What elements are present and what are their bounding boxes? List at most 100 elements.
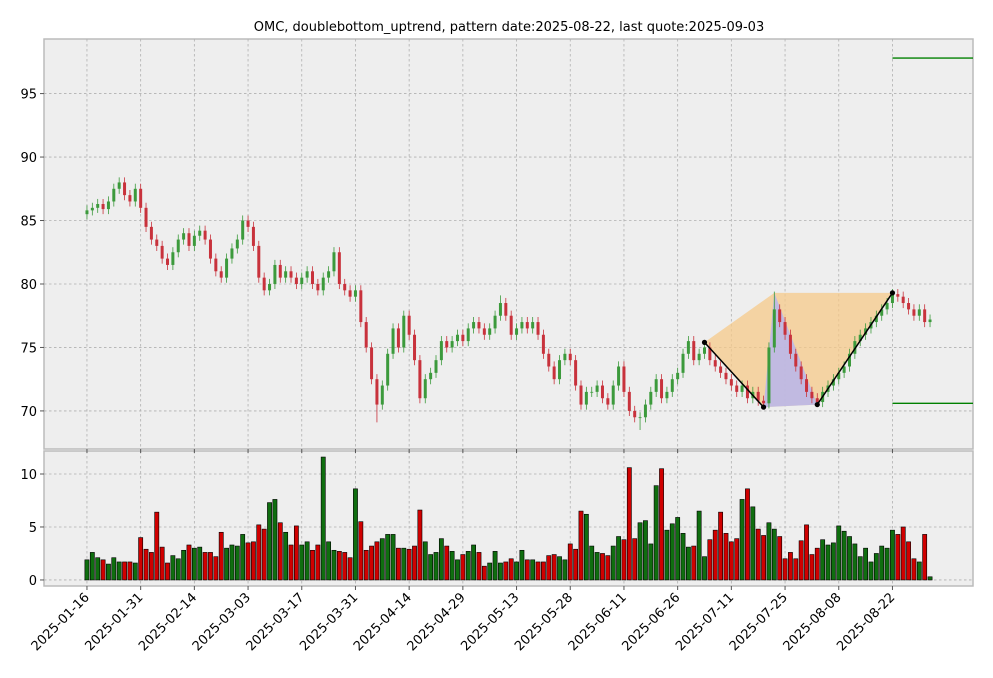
- pattern-line: [703, 341, 765, 408]
- candle-body: [219, 271, 223, 278]
- volume-bar: [438, 538, 444, 581]
- candle-body: [407, 315, 411, 335]
- candle-body: [396, 328, 400, 348]
- candle-body: [643, 404, 647, 418]
- candle-body: [413, 334, 417, 361]
- volume-bar: [396, 547, 401, 581]
- y-tick-label: 5: [29, 521, 37, 536]
- y-tick-label: 10: [20, 468, 37, 483]
- candle-body: [810, 391, 814, 399]
- candle-body: [552, 366, 556, 380]
- volume-bar: [750, 506, 756, 581]
- volume-bar: [191, 547, 197, 581]
- candle-body: [418, 360, 422, 399]
- volume-bar: [288, 544, 294, 581]
- volume-bar: [524, 559, 530, 581]
- candle-body: [171, 252, 175, 265]
- candle-body: [284, 271, 288, 278]
- candle-body: [289, 271, 293, 278]
- volume-bar: [116, 561, 122, 581]
- candle-body: [466, 328, 470, 342]
- x-tick-label: 2025-08-22: [834, 590, 898, 654]
- candle-body: [472, 322, 476, 329]
- candle-body: [139, 188, 143, 208]
- candle-body: [375, 379, 379, 405]
- candle-body: [300, 277, 304, 284]
- volume-bar: [691, 545, 697, 581]
- candle-body: [584, 391, 588, 405]
- candle-body: [327, 271, 331, 278]
- y-tick-label: 85: [20, 215, 37, 230]
- candle-body: [858, 334, 862, 342]
- candle-body: [166, 258, 170, 265]
- candle-body: [917, 309, 921, 316]
- candle-body: [101, 204, 105, 210]
- volume-bar: [675, 517, 681, 581]
- candle-body: [681, 353, 685, 373]
- candle-body: [391, 328, 395, 354]
- volume-bar: [487, 562, 493, 581]
- volume-bar: [761, 535, 766, 581]
- candle-body: [423, 379, 427, 399]
- volume-bar: [159, 546, 165, 581]
- candle-body: [445, 341, 449, 348]
- volume-bar: [455, 559, 460, 581]
- volume-bar: [95, 557, 101, 581]
- volume-bar: [610, 545, 616, 581]
- volume-bar: [122, 561, 127, 581]
- candle-body: [359, 290, 363, 323]
- volume-bar: [793, 558, 799, 581]
- candle-body: [772, 309, 776, 348]
- candle-body: [756, 391, 760, 401]
- candle-body: [310, 271, 314, 284]
- volume-bar: [626, 467, 632, 581]
- candle-body: [579, 385, 583, 405]
- volume-bar: [868, 561, 874, 581]
- pattern-point: [760, 404, 767, 410]
- volume-bar: [422, 541, 428, 581]
- candle-body: [901, 296, 905, 304]
- candle-body: [703, 347, 707, 354]
- candle-body: [488, 328, 492, 335]
- volume-bar: [498, 562, 503, 581]
- volume-bar: [379, 538, 385, 581]
- volume-bar: [804, 524, 809, 581]
- candle-body: [745, 385, 749, 399]
- candle-body: [762, 400, 766, 404]
- candle-body: [595, 385, 599, 392]
- volume-bar: [605, 555, 611, 581]
- volume-bar: [267, 502, 272, 581]
- volume-bar: [669, 523, 675, 581]
- volume-bar: [766, 522, 772, 581]
- volume-bar: [460, 554, 466, 581]
- volume-bar: [782, 558, 788, 581]
- volume-bar: [229, 544, 235, 581]
- volume-bar: [84, 559, 90, 581]
- volume-bar: [739, 499, 745, 581]
- candle-body: [525, 322, 529, 329]
- candle-body: [305, 271, 309, 278]
- candle-body: [686, 341, 690, 354]
- candle-body: [665, 391, 669, 399]
- candle-body: [316, 283, 320, 291]
- candle-body: [133, 188, 137, 202]
- volume-bar: [476, 552, 482, 581]
- volume-bar: [256, 524, 262, 581]
- volume-bar: [261, 528, 267, 581]
- volume-bar: [825, 544, 831, 581]
- candle-body: [568, 353, 572, 361]
- volume-bar: [363, 549, 369, 581]
- candle-body: [364, 322, 368, 348]
- volume-bar: [433, 552, 439, 581]
- volume-bar: [916, 561, 922, 581]
- volume-bar: [342, 552, 348, 581]
- candle-body: [353, 290, 357, 297]
- volume-bar: [293, 525, 299, 581]
- volume-bar: [857, 556, 863, 581]
- candle-body: [928, 319, 932, 323]
- volume-bar: [745, 488, 750, 581]
- volume-bar: [788, 552, 793, 581]
- volume-bar: [304, 541, 310, 581]
- volume-bar: [353, 488, 358, 581]
- candle-body: [160, 245, 164, 259]
